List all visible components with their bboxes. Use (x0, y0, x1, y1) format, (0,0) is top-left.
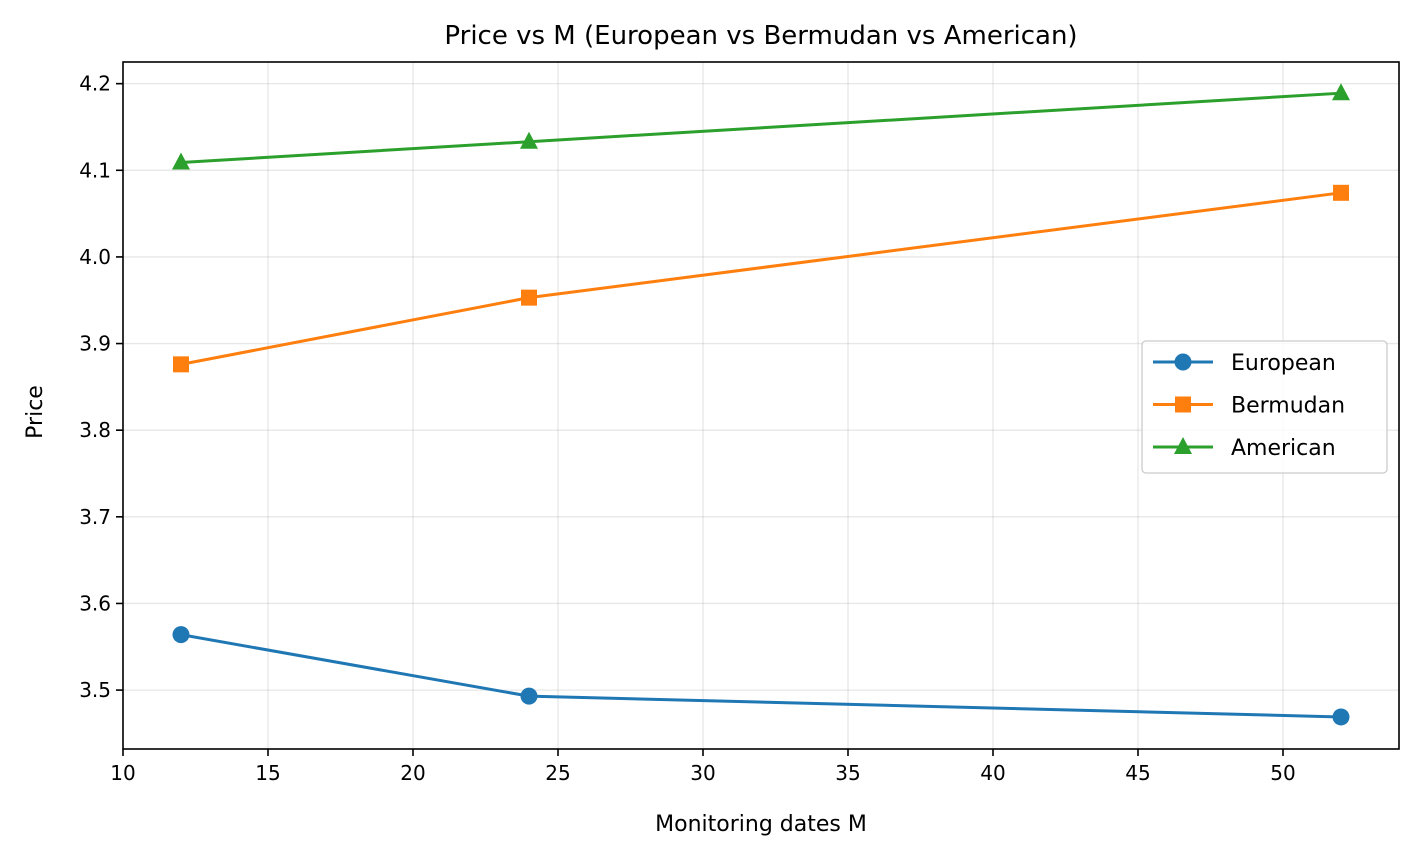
series-layer (172, 83, 1350, 726)
x-tick-label: 30 (690, 761, 715, 785)
x-tick-label: 40 (980, 761, 1005, 785)
y-tick-label: 3.6 (79, 591, 111, 615)
legend-box (1141, 340, 1388, 474)
legend-marker-american (1174, 437, 1192, 454)
chart-title: Price vs M (European vs Bermudan vs Amer… (444, 21, 1077, 51)
legend-marker-european (1174, 353, 1192, 371)
grid (122, 62, 1399, 749)
y-tick-label: 4.0 (79, 245, 111, 269)
y-tick-label: 4.2 (79, 72, 111, 96)
y-axis-label: Price (23, 385, 48, 439)
data-point-bermudan (173, 356, 189, 373)
series-american (172, 83, 1350, 170)
data-point-american (1332, 83, 1350, 101)
x-axis-label: Monitoring dates M (655, 812, 867, 837)
x-tick-label: 20 (400, 761, 425, 785)
y-axis-ticks: 3.5 3.6 3.7 3.8 3.9 4.0 4.1 4.2 (79, 72, 123, 702)
data-point-european (172, 626, 190, 644)
legend-item-european: European (1153, 351, 1336, 376)
x-tick-label: 50 (1270, 761, 1295, 785)
data-point-european (520, 687, 538, 705)
series-european (172, 626, 1350, 726)
y-tick-label: 3.8 (79, 418, 111, 442)
y-tick-label: 4.1 (79, 158, 111, 182)
legend-item-american: American (1153, 436, 1336, 461)
data-point-american (520, 131, 538, 149)
y-tick-label: 3.5 (79, 678, 111, 702)
legend-label-american: American (1231, 436, 1336, 461)
data-point-american (172, 152, 190, 170)
legend-marker-bermudan (1175, 396, 1191, 413)
x-tick-label: 25 (545, 761, 570, 785)
y-tick-label: 3.9 (79, 332, 111, 356)
y-tick-label: 3.7 (79, 505, 111, 529)
x-tick-label: 15 (255, 761, 280, 785)
legend-label-bermudan: Bermudan (1231, 394, 1345, 419)
x-tick-label: 35 (835, 761, 860, 785)
data-point-european (1332, 708, 1350, 726)
plot-frame (122, 61, 1400, 750)
x-tick-label: 45 (1125, 761, 1150, 785)
series-bermudan (173, 184, 1349, 373)
data-point-bermudan (521, 289, 537, 306)
x-tick-label: 10 (110, 761, 135, 785)
x-axis-ticks: 10 15 20 25 30 35 40 45 50 (110, 749, 1296, 785)
legend-item-bermudan: Bermudan (1153, 394, 1345, 419)
legend-label-european: European (1231, 351, 1336, 376)
data-point-bermudan (1333, 184, 1349, 201)
legend: European Bermudan American (1141, 340, 1388, 474)
